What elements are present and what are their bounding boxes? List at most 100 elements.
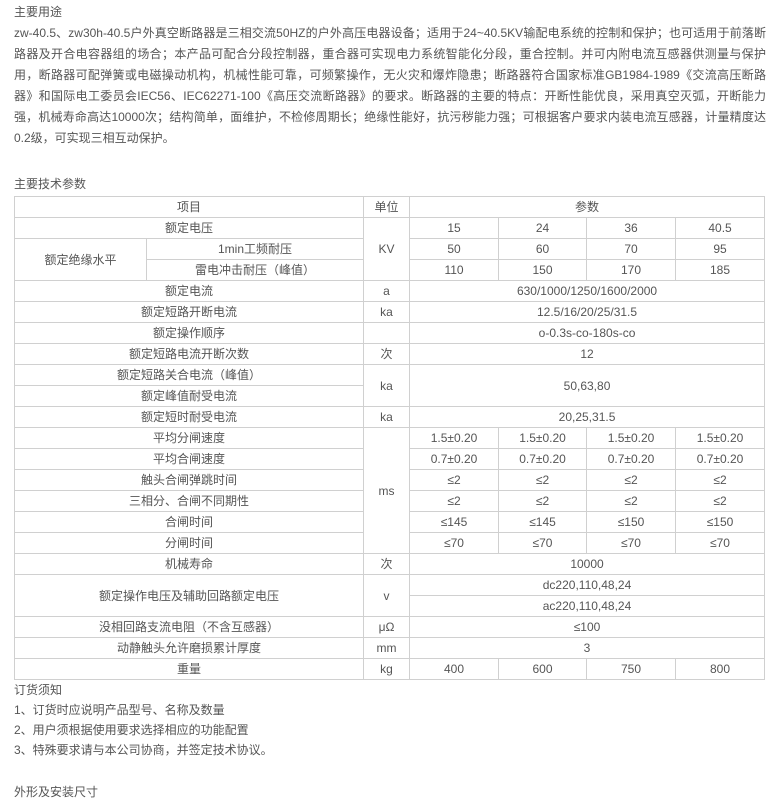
table-cell: kg [363, 658, 411, 680]
table-cell: 额定短路关合电流（峰值） [13, 364, 365, 386]
table-cell: ka [363, 406, 411, 428]
table-cell: 额定短路开断电流 [13, 301, 365, 323]
dimensions-heading: 外形及安装尺寸 [14, 785, 99, 799]
table-cell [363, 322, 411, 344]
table-cell: 1min工频耐压 [145, 238, 365, 260]
table-cell: 50 [409, 238, 500, 260]
table-row: 动静触头允许磨损累计厚度 mm 3 [13, 637, 766, 659]
table-cell: ka [363, 364, 411, 407]
table-cell: 额定短时耐受电流 [13, 406, 365, 428]
table-cell: ≤2 [586, 469, 677, 491]
table-row: 额定短路电流开断次数次 12 [13, 343, 766, 365]
table-cell: KV [363, 217, 411, 281]
table-cell: 400 [409, 658, 500, 680]
table-row: 额定操作电压及辅助回路额定电压 v dc220,110,48,24 [13, 574, 766, 617]
table-cell: 70 [586, 238, 677, 260]
table-cell: 15 [409, 217, 500, 239]
table-row: 没相回路支流电阻（不含互感器） μΩ ≤100 [13, 616, 766, 638]
table-cell: ≤70 [586, 532, 677, 554]
table-row: 额定电压 KV 15 24 36 40.5 [13, 217, 766, 281]
table-cell: 额定短路电流开断次数 [13, 343, 365, 365]
table-cell: 150 [498, 259, 588, 281]
table-row: 额定电流 a 630/1000/1250/1600/2000 [13, 280, 766, 302]
table-cell: 次 [363, 343, 411, 365]
table-cell: ≤150 [675, 511, 766, 533]
table-header-cell: 单位 [363, 196, 411, 218]
table-cell: v [363, 574, 411, 617]
table-cell: 额定峰值耐受电流 [13, 385, 365, 407]
table-cell: 36 [586, 217, 677, 239]
table-cell: ≤2 [675, 469, 766, 491]
table-cell: ≤2 [586, 490, 677, 512]
table-cell: 次 [363, 553, 411, 575]
usage-heading: 主要用途 [14, 5, 63, 19]
table-cell: 185 [675, 259, 766, 281]
table-row: 机械寿命次 10000 [13, 553, 766, 575]
table-cell: ≤2 [409, 469, 500, 491]
table-cell: 0.7±0.20 [586, 448, 677, 470]
table-cell: 动静触头允许磨损累计厚度 [13, 637, 365, 659]
table-cell: μΩ [363, 616, 411, 638]
table-row: 重量 kg 400 600 750 800 [13, 658, 766, 680]
table-cell: 平均合闸速度 [13, 448, 365, 470]
table-cell: 60 [498, 238, 588, 260]
table-cell: dc220,110,48,24 [409, 574, 766, 596]
table-cell: 没相回路支流电阻（不含互感器） [13, 616, 365, 638]
table-cell: 重量 [13, 658, 365, 680]
table-cell: 750 [586, 658, 677, 680]
table-cell: ≤2 [498, 469, 588, 491]
table-row: 触头合闸弹跳时间 ≤2 ≤2 ≤2 ≤2 [13, 469, 766, 491]
table-cell: 12 [409, 343, 766, 365]
table-cell: ≤70 [409, 532, 500, 554]
table-cell: 20,25,31.5 [409, 406, 766, 428]
table-cell: ≤2 [409, 490, 500, 512]
table-cell: ≤100 [409, 616, 766, 638]
table-cell: 三相分、合闸不同期性 [13, 490, 365, 512]
table-row: 额定短路关合电流（峰值） ka 50,63,80 [13, 364, 766, 407]
table-cell: 0.7±0.20 [675, 448, 766, 470]
table-cell: 12.5/16/20/25/31.5 [409, 301, 766, 323]
table-cell: 1.5±0.20 [586, 427, 677, 449]
table-cell: 0.7±0.20 [409, 448, 500, 470]
table-cell: a [363, 280, 411, 302]
table-cell: ≤145 [409, 511, 500, 533]
table-cell: ms [363, 427, 411, 554]
table-cell: 1.5±0.20 [675, 427, 766, 449]
table-cell: 1.5±0.20 [409, 427, 500, 449]
ordering-item: 1、订货时应说明产品型号、名称及数量 [14, 703, 225, 717]
table-cell: 3 [409, 637, 766, 659]
table-cell: 平均分闸速度 [13, 427, 365, 449]
table-cell: ≤2 [675, 490, 766, 512]
table-cell: 合闸时间 [13, 511, 365, 533]
table-cell: 0.7±0.20 [498, 448, 588, 470]
table-cell: o-0.3s-co-180s-co [409, 322, 766, 344]
table-cell: 额定绝缘水平 [14, 238, 147, 281]
table-cell: 110 [409, 259, 500, 281]
table-cell: 额定操作顺序 [13, 322, 365, 344]
table-cell: 分闸时间 [13, 532, 365, 554]
table-header-row: 项目 单位 参数 [13, 196, 766, 218]
ordering-heading: 订货须知 [14, 683, 63, 697]
table-cell: 170 [586, 259, 677, 281]
table-cell: 50,63,80 [409, 364, 766, 407]
table-row: ac220,110,48,24 [15, 595, 766, 617]
table-cell: ≤2 [498, 490, 588, 512]
table-cell: 触头合闸弹跳时间 [13, 469, 365, 491]
table-cell: 600 [498, 658, 588, 680]
table-row: 额定短路开断电流 ka 12.5/16/20/25/31.5 [13, 301, 766, 323]
table-cell: 800 [675, 658, 766, 680]
table-row: 额定短时耐受电流 ka 20,25,31.5 [13, 406, 766, 428]
product-description: 主要用途 zw-40.5、zw30h-40.5户外真空断路器是三相交流50HZ的… [13, 0, 766, 802]
table-cell: 额定操作电压及辅助回路额定电压 [13, 574, 365, 617]
table-cell: 630/1000/1250/1600/2000 [409, 280, 766, 302]
table-cell: mm [363, 637, 411, 659]
table-row: 平均合闸速度 0.7±0.20 0.7±0.20 0.7±0.20 0.7±0.20 [13, 448, 766, 470]
table-cell: ka [363, 301, 411, 323]
table-cell: 雷电冲击耐压（峰值） [145, 259, 365, 281]
usage-text: zw-40.5、zw30h-40.5户外真空断路器是三相交流50HZ的户外高压电… [14, 26, 766, 145]
table-cell: 1.5±0.20 [498, 427, 588, 449]
table-row: 额定操作顺序 o-0.3s-co-180s-co [13, 322, 766, 344]
table-cell: ≤145 [498, 511, 588, 533]
specs-heading: 主要技术参数 [14, 177, 87, 191]
table-cell: 额定电流 [13, 280, 365, 302]
